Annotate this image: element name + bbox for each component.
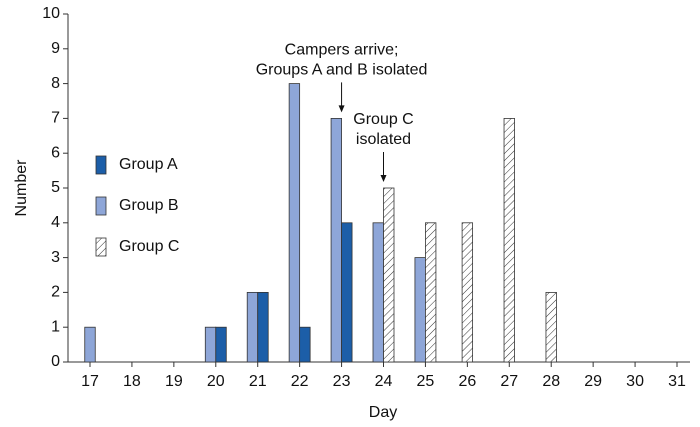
bar	[257, 291, 269, 363]
x-axis-label: Day	[369, 404, 397, 421]
x-tick-label: 17	[81, 373, 99, 390]
bar	[84, 326, 96, 363]
x-tick-label: 29	[584, 373, 602, 390]
bar	[288, 83, 301, 363]
bar	[425, 222, 437, 363]
bar	[299, 326, 311, 363]
bar	[461, 222, 474, 363]
y-tick-label: 0	[51, 353, 60, 370]
x-tick-label: 27	[500, 373, 518, 390]
y-tick-label: 10	[42, 5, 60, 22]
bar	[383, 187, 395, 363]
bar	[215, 326, 227, 363]
y-axis-label: Number	[13, 159, 30, 217]
x-tick-label: 24	[375, 373, 393, 390]
bar	[341, 222, 353, 363]
x-tick-label: 23	[333, 373, 351, 390]
y-tick-label: 4	[51, 214, 60, 231]
legend-swatch	[95, 237, 107, 257]
annotation-arrowhead	[380, 175, 387, 182]
x-tick-label: 26	[458, 373, 476, 390]
bar	[330, 118, 342, 363]
y-tick-label: 5	[51, 179, 60, 196]
x-tick-label: 31	[668, 373, 686, 390]
bar	[545, 291, 557, 363]
annotation-text: isolated	[356, 131, 411, 148]
x-tick-label: 22	[291, 373, 309, 390]
annotation-text: Groups A and B isolated	[256, 62, 428, 79]
legend-swatch	[95, 155, 107, 175]
bar	[503, 118, 515, 363]
x-tick-label: 25	[417, 373, 435, 390]
annotation-arrowhead	[338, 105, 345, 113]
y-tick-label: 2	[51, 284, 60, 301]
annotation-text: Campers arrive;	[285, 42, 399, 59]
bar	[246, 291, 259, 363]
annotation-text: Group C	[353, 111, 413, 128]
legend-swatch	[95, 196, 107, 216]
x-tick-label: 18	[123, 373, 141, 390]
legend-label: Group A	[119, 156, 178, 173]
legend-label: Group C	[119, 238, 179, 255]
y-tick-label: 8	[51, 75, 60, 92]
y-tick-label: 6	[51, 144, 60, 161]
x-tick-label: 20	[207, 373, 225, 390]
y-tick-label: 9	[51, 40, 60, 57]
x-tick-label: 28	[542, 373, 560, 390]
y-tick-label: 7	[51, 110, 60, 127]
legend-label: Group B	[119, 197, 179, 214]
bar	[372, 222, 384, 363]
x-tick-label: 21	[249, 373, 267, 390]
x-tick-label: 30	[626, 373, 644, 390]
bar	[414, 257, 426, 363]
y-tick-label: 1	[51, 318, 60, 335]
y-tick-label: 3	[51, 249, 60, 266]
bar	[204, 326, 217, 363]
x-tick-label: 19	[165, 373, 183, 390]
